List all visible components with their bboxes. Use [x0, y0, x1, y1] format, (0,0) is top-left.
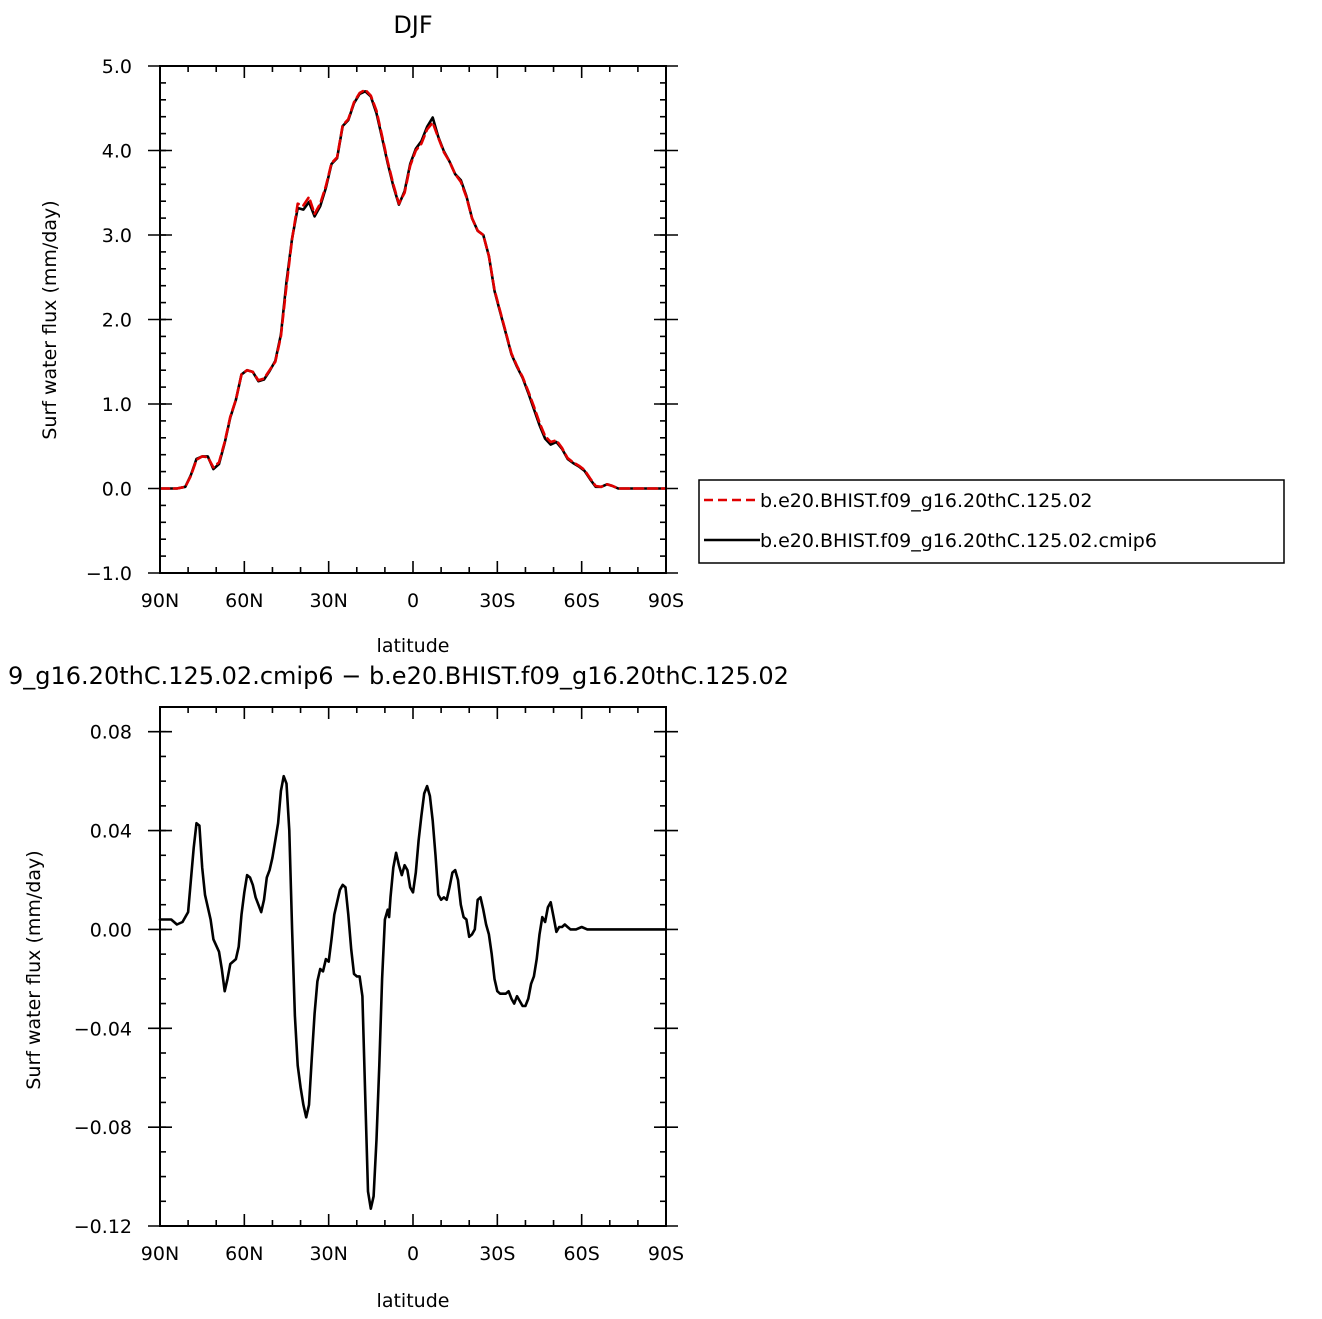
- bottom-chart-title: 9_g16.20thC.125.02.cmip6 − b.e20.BHIST.f…: [8, 662, 789, 690]
- chart0-x-tick-label: 90S: [648, 590, 684, 612]
- chart1-y-tick-label: −0.12: [74, 1216, 132, 1238]
- chart1-x-tick-label: 90N: [141, 1243, 179, 1265]
- legend: b.e20.BHIST.f09_g16.20thC.125.02 b.e20.B…: [698, 479, 1285, 564]
- legend-box: [698, 479, 1285, 564]
- chart1-x-tick-label: 60N: [225, 1243, 263, 1265]
- top-axis-ticks: 90N 60N 30N 0 30S 60S 90S −1.0 0.0 1.0 2.0 3.0 4.0 5.…: [86, 56, 684, 612]
- top-y-axis-label: Surf water flux (mm/day): [39, 200, 61, 439]
- chart1-x-tick-label: 90S: [648, 1243, 684, 1265]
- top-plot-area: [158, 88, 668, 490]
- chart0-y-tick-label: 5.0: [102, 56, 132, 78]
- chart1-x-tick-label: 30S: [479, 1243, 515, 1265]
- chart1-y-tick-label: 0.04: [90, 821, 132, 843]
- bottom-plot-frame: [159, 706, 667, 1227]
- chart0-x-tick-label: 60S: [564, 590, 600, 612]
- bottom-x-axis-label: latitude: [377, 1290, 450, 1312]
- chart1-y-tick-label: 0.08: [90, 722, 132, 744]
- bottom-plot-area: [158, 774, 668, 1210]
- chart0-y-tick-label: 2.0: [102, 310, 132, 332]
- top-panel: DJF 90N 60N 30N 0 30S 60S 90S −1.0 0.0 1.0 2.0 3.0 4…: [39, 11, 1285, 657]
- chart1-y-tick-label: 0.00: [90, 919, 132, 941]
- chart0-x-tick-label: 90N: [141, 590, 179, 612]
- top-x-axis-label: latitude: [377, 635, 450, 657]
- top-chart-title: DJF: [393, 11, 432, 39]
- top-plot-frame: [159, 65, 667, 574]
- chart0-x-tick-label: 60N: [225, 590, 263, 612]
- chart0-x-tick-label: 30N: [309, 590, 347, 612]
- chart1-series-line-0: [158, 774, 668, 1210]
- chart0-series-line-1: [158, 88, 668, 490]
- chart0-y-tick-label: 0.0: [102, 479, 132, 501]
- chart1-x-tick-label: 0: [407, 1243, 419, 1265]
- chart0-y-tick-label: 1.0: [102, 394, 132, 416]
- chart1-y-tick-label: −0.04: [74, 1018, 132, 1040]
- bottom-panel: 9_g16.20thC.125.02.cmip6 − b.e20.BHIST.f…: [8, 662, 789, 1312]
- chart1-x-tick-label: 60S: [564, 1243, 600, 1265]
- chart0-y-tick-label: −1.0: [86, 563, 132, 585]
- chart0-series-line-0: [158, 90, 668, 490]
- chart0-y-tick-label: 4.0: [102, 141, 132, 163]
- legend-label-1: b.e20.BHIST.f09_g16.20thC.125.02.cmip6: [760, 530, 1157, 552]
- bottom-y-axis-label: Surf water flux (mm/day): [23, 850, 45, 1089]
- bottom-axis-ticks: 90N 60N 30N 0 30S 60S 90S −0.12 −0.08 −0.04 0.00 0.…: [74, 706, 684, 1265]
- chart0-x-tick-label: 0: [407, 590, 419, 612]
- chart1-x-tick-label: 30N: [309, 1243, 347, 1265]
- chart0-y-tick-label: 3.0: [102, 225, 132, 247]
- chart0-x-tick-label: 30S: [479, 590, 515, 612]
- chart1-y-tick-label: −0.08: [74, 1117, 132, 1139]
- legend-label-0: b.e20.BHIST.f09_g16.20thC.125.02: [760, 490, 1092, 512]
